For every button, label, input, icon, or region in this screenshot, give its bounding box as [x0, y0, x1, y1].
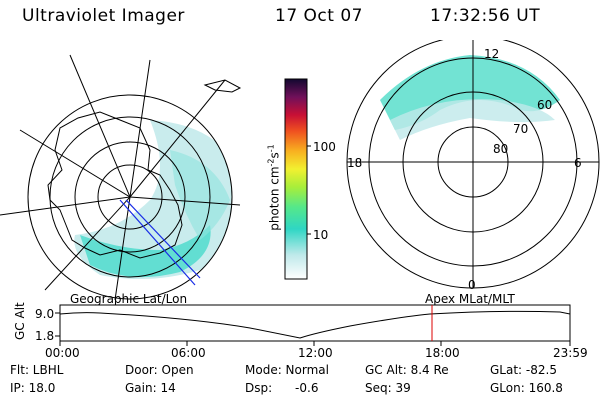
magnetic-polar-image	[346, 40, 600, 289]
ip-value: IP: 18.0	[10, 381, 56, 395]
ytick-1-8: 1.8	[35, 329, 55, 343]
xtick-1200: 12:00	[298, 346, 333, 360]
geographic-grid	[0, 54, 241, 300]
gc-alt-axis-label: GC Alt	[13, 302, 27, 340]
mlat-80-label: 80	[493, 142, 509, 156]
mlat-mlt-grid	[346, 40, 600, 289]
mode-value: Mode: Normal	[245, 363, 329, 377]
gc-altitude-curve	[59, 310, 571, 339]
mlt-12-label: 12	[484, 47, 500, 61]
filter-value: Flt: LBHL	[10, 363, 64, 377]
gc-alt-value: GC Alt: 8.4 Re	[365, 363, 449, 377]
magnetic-caption: Apex MLat/MLT	[425, 292, 515, 306]
colorbar-tick-10: 10	[313, 228, 329, 242]
colorbar-tick-100: 100	[313, 140, 336, 154]
instrument-title: Ultraviolet Imager	[22, 6, 185, 26]
seq-value: Seq: 39	[365, 381, 411, 395]
glon-value: GLon: 160.8	[490, 381, 563, 395]
ytick-9: 9.0	[35, 307, 55, 321]
xtick-2359: 23:59	[553, 346, 588, 360]
orbit-altitude-timeline	[55, 304, 571, 346]
intensity-colorbar	[284, 78, 311, 280]
mlt-18-label: 18	[347, 156, 363, 170]
mlat-60-label: 60	[537, 98, 553, 112]
dsp-value: Dsp: -0.6	[245, 381, 319, 395]
glat-value: GLat: -82.5	[490, 363, 557, 377]
xtick-0600: 06:00	[171, 346, 206, 360]
date-label: 17 Oct 07	[275, 6, 363, 26]
door-value: Door: Open	[125, 363, 194, 377]
xtick-1800: 18:00	[425, 346, 460, 360]
mlat-70-label: 70	[513, 122, 529, 136]
satellite-track	[119, 199, 196, 286]
time-label: 17:32:56 UT	[430, 6, 541, 26]
antarctica-coastline	[47, 111, 183, 259]
mlt-0-label: 0	[468, 278, 476, 292]
geographic-polar-image	[0, 54, 242, 300]
mlt-6-label: 6	[574, 156, 582, 170]
geographic-caption: Geographic Lat/Lon	[70, 292, 188, 306]
xtick-0000: 00:00	[45, 346, 80, 360]
colorbar-unit-label: photon cm-2s-1	[266, 144, 282, 231]
gain-value: Gain: 14	[125, 381, 176, 395]
